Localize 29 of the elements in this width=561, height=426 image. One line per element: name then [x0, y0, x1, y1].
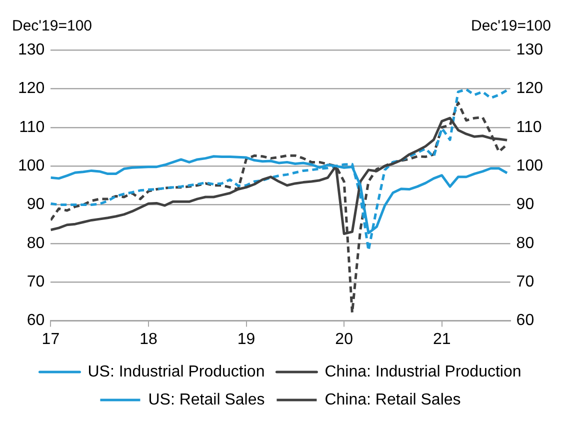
line-series	[50, 88, 508, 252]
y2-tick-label: 120	[516, 80, 544, 98]
y2-tick-label: 60	[516, 312, 534, 330]
y2-tick-label: 110	[516, 118, 542, 136]
y-tick-label: 80	[26, 234, 45, 252]
y2-tick-label: 90	[516, 196, 534, 214]
y-tick-label: 100	[18, 157, 45, 174]
y-tick-label: 60	[26, 312, 45, 330]
y-tick-label: 130	[18, 41, 45, 58]
legend-label: China: Industrial Production	[324, 363, 522, 380]
y-tick-label: 120	[18, 80, 45, 98]
y-tick-label: 110	[19, 118, 45, 136]
x-tick-label: 20	[335, 330, 354, 348]
line-series	[50, 101, 508, 314]
y2-tick-label: 70	[516, 274, 534, 291]
y2-axis-title: Dec'19=100	[470, 18, 551, 35]
x-tick-label: 19	[237, 330, 256, 348]
y2-tick-label: 100	[516, 157, 544, 174]
legend-label: China: Retail Sales	[324, 391, 461, 408]
y2-tick-label: 130	[516, 41, 544, 58]
x-tick-label: 21	[432, 330, 451, 348]
legend-label: US: Industrial Production	[88, 363, 265, 380]
y-tick-label: 90	[26, 196, 45, 214]
y2-tick-label: 80	[516, 234, 534, 252]
y-tick-label: 70	[26, 274, 45, 291]
x-tick-label: 18	[140, 330, 158, 348]
x-tick-label: 17	[42, 330, 60, 348]
legend-label: US: Retail Sales	[148, 391, 265, 408]
y-axis-title: Dec'19=100	[12, 18, 92, 35]
